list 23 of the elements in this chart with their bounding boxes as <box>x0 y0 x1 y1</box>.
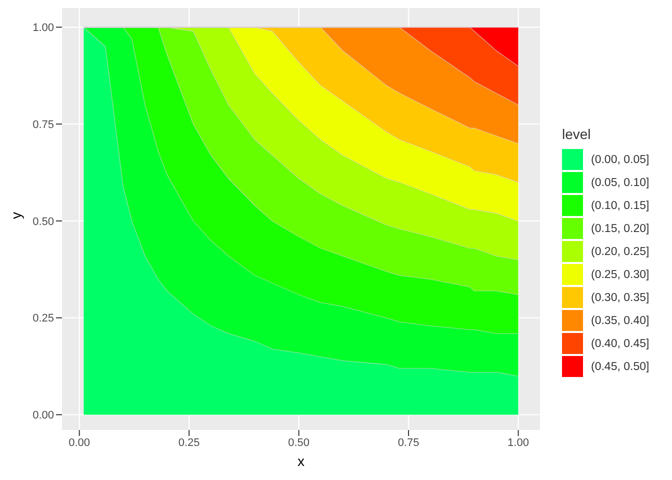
legend-label: (0.35, 0.40] <box>591 314 650 326</box>
y-tick-label: 0.75 <box>32 118 54 131</box>
x-tick-label: 0.75 <box>398 436 420 449</box>
legend-label: (0.20, 0.25] <box>591 246 650 258</box>
x-tick-label: 1.00 <box>508 436 529 449</box>
legend-label: (0.25, 0.30] <box>591 268 650 280</box>
y-tick-label: 0.00 <box>32 410 54 422</box>
y-tick-label: 0.25 <box>32 312 54 325</box>
legend-title: level <box>562 126 592 142</box>
x-tick-label: 0.00 <box>68 436 90 449</box>
y-tick-label: 0.50 <box>32 216 54 228</box>
legend-label: (0.30, 0.35] <box>591 292 650 304</box>
y-axis-title: y <box>8 212 24 219</box>
legend-label: (0.05, 0.10] <box>591 176 650 188</box>
x-axis-title: x <box>298 453 304 469</box>
legend-label: (0.45, 0.50] <box>591 360 650 372</box>
y-tick-label: 1.00 <box>32 22 54 34</box>
legend-label: (0.00, 0.05] <box>591 154 650 166</box>
legend-label: (0.40, 0.45] <box>591 338 650 350</box>
legend-label: (0.10, 0.15] <box>591 200 650 212</box>
x-tick-label: 0.50 <box>288 436 310 449</box>
legend-label: (0.15, 0.20] <box>591 222 650 234</box>
x-tick-label: 0.25 <box>178 436 200 449</box>
